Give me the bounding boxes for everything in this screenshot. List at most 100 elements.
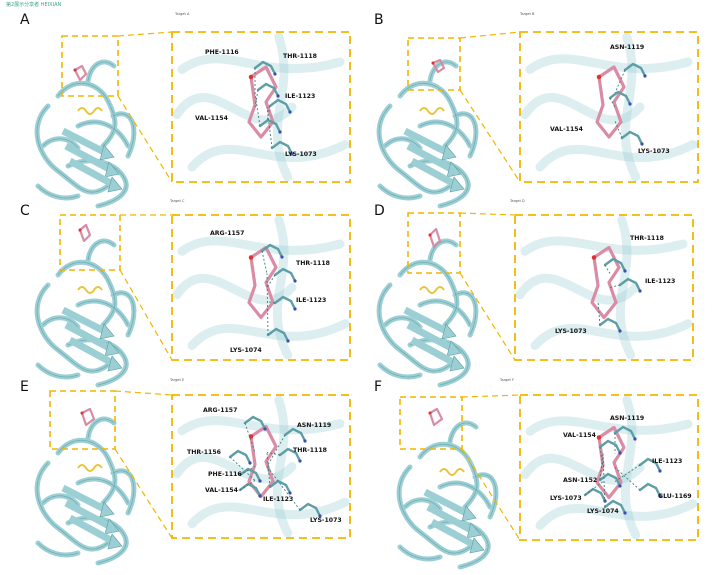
residue-label: LYS-1073 <box>310 517 342 524</box>
residue-label: VAL-1154 <box>550 126 584 133</box>
ligand-overview <box>78 223 92 243</box>
panel-title: Target B <box>520 12 535 16</box>
residue-asn-1119: ASN-1119 <box>610 44 647 94</box>
residue-label: PHE-1116 <box>205 49 239 56</box>
residue-thr-1156: THR-1156 <box>187 449 256 481</box>
residue-label: ILE-1123 <box>296 297 326 304</box>
residue-label: VAL-1154 <box>563 432 597 439</box>
panel-drawing: ARG-1157 THR-1118 ILE-1123 LYS-1074 <box>34 214 351 388</box>
panel-drawing: ASN-1119 VAL-1154 ILE-1123 ASN-1152 GLU-1169… <box>396 394 699 570</box>
protein-cartoon <box>376 59 479 209</box>
overview-box <box>61 35 119 97</box>
panel-title: Target C <box>170 199 185 203</box>
residue-label: THR-1118 <box>630 235 664 242</box>
ligand-overview <box>428 407 444 427</box>
zoom-box <box>171 394 351 539</box>
residue-label: LYS-1073 <box>638 148 670 155</box>
zoom-view: THR-1118 ILE-1123 LYS-1073 <box>515 215 693 360</box>
zoom-view: ARG-1157 ASN-1119 THR-1156 THR-1118 PHE-1116… <box>172 395 350 538</box>
ligand-zoom <box>590 245 621 320</box>
residue-ile-1123: ILE-1123 <box>614 457 682 482</box>
zoom-connector <box>459 272 516 361</box>
residue-lys-1073: LYS-1073 <box>266 466 342 524</box>
residue-label: ILE-1123 <box>645 278 675 285</box>
residue-label: GLU-1169 <box>658 493 692 500</box>
panel-title: Target F <box>500 378 514 382</box>
residue-ile-1123: ILE-1123 <box>266 295 326 311</box>
residue-ile-1123: ILE-1123 <box>263 452 293 503</box>
panel-label: E <box>20 379 29 395</box>
zoom-connector <box>114 390 173 396</box>
zoom-view: ARG-1157 THR-1118 ILE-1123 LYS-1074 <box>172 215 350 360</box>
overview-box <box>407 212 461 274</box>
panel-drawing: ARG-1157 ASN-1119 THR-1156 THR-1118 PHE-1116… <box>34 390 351 566</box>
ligand-zoom <box>247 65 278 139</box>
residue-thr-1118: THR-1118 <box>254 53 317 108</box>
zoom-box <box>519 394 699 541</box>
residue-label: LYS-1074 <box>230 347 262 354</box>
residue-lys-1074: LYS-1074 <box>587 453 627 515</box>
residue-lys-1073: LYS-1073 <box>550 481 607 503</box>
zoom-view: ASN-1119 VAL-1154 ILE-1123 ASN-1152 GLU-1169… <box>520 395 698 540</box>
residue-label: ASN-1119 <box>610 415 644 422</box>
panel-label: A <box>20 12 30 28</box>
zoom-view: PHE-1116 THR-1118 ILE-1123 VAL-1154 LYS-1073 <box>172 32 350 182</box>
residue-phe-1116: PHE-1116 <box>208 466 262 483</box>
residue-lys-1073: LYS-1073 <box>614 120 670 155</box>
zoom-connector <box>119 269 173 361</box>
residue-label: ILE-1123 <box>652 458 682 465</box>
residue-label: VAL-1154 <box>195 115 229 122</box>
panel-drawing: THR-1118 ILE-1123 LYS-1073 <box>376 212 694 388</box>
residue-asn-1119: ASN-1119 <box>266 422 331 467</box>
zoom-connector <box>461 448 521 541</box>
residue-phe-1116: PHE-1116 <box>205 49 277 93</box>
residue-label: ILE-1123 <box>263 496 293 503</box>
protein-cartoon <box>396 420 499 570</box>
overview-box <box>407 37 461 91</box>
residue-val-1154: VAL-1154 <box>550 90 632 133</box>
residue-label: LYS-1073 <box>550 495 582 502</box>
panel-a: A Target A PHE-1116 THR-1118 ILE-1123 VAL-1… <box>0 8 355 209</box>
protein-cartoon <box>34 238 137 388</box>
ligand-overview <box>431 58 446 74</box>
zoom-box <box>171 31 351 183</box>
protein-cartoon <box>34 59 137 209</box>
residue-lys-1073: LYS-1073 <box>555 301 622 335</box>
zoom-box <box>514 214 694 361</box>
residue-val-1154: VAL-1154 <box>195 92 282 134</box>
zoom-connector <box>117 95 173 183</box>
residue-thr-1118: THR-1118 <box>266 260 330 288</box>
panel-label: D <box>374 203 385 219</box>
panel-drawing: ASN-1119 VAL-1154 LYS-1073 <box>376 31 699 209</box>
residue-label: LYS-1073 <box>285 151 317 158</box>
panel-d: D Target D THR-1118 ILE-1123 LYS-1073 <box>360 195 715 388</box>
residue-val-1154: VAL-1154 <box>563 432 622 468</box>
residue-label: THR-1118 <box>283 53 317 60</box>
zoom-connector <box>461 394 521 398</box>
residue-glu-1169: GLU-1169 <box>614 467 692 500</box>
ligand-zoom <box>247 245 278 320</box>
panel-label: F <box>374 379 383 395</box>
residue-label: ARG-1157 <box>210 230 244 237</box>
panel-label: C <box>20 203 30 219</box>
residue-label: ASN-1119 <box>297 422 331 429</box>
residue-ile-1123: ILE-1123 <box>609 277 675 293</box>
overview-box <box>59 214 121 271</box>
residue-arg-1157: ARG-1157 <box>210 230 284 274</box>
residue-label: ASN-1119 <box>610 44 644 51</box>
residue-label: VAL-1154 <box>205 487 239 494</box>
ligand-zoom <box>595 65 626 139</box>
residue-val-1154: VAL-1154 <box>205 480 262 498</box>
residue-label: LYS-1073 <box>555 328 587 335</box>
zoom-box <box>519 31 699 183</box>
zoom-connector <box>459 89 521 183</box>
protein-cartoon <box>376 238 479 388</box>
watermark: 第2展示分享者 HEIXIAN <box>6 2 62 8</box>
panel-title: Target E <box>170 378 185 382</box>
residue-label: PHE-1116 <box>208 471 242 478</box>
residue-label: LYS-1074 <box>587 508 619 515</box>
residue-asn-1119: ASN-1119 <box>610 415 644 454</box>
residue-ile-1123: ILE-1123 <box>266 93 315 122</box>
zoom-connector <box>459 212 516 216</box>
panel-label: B <box>374 12 384 28</box>
